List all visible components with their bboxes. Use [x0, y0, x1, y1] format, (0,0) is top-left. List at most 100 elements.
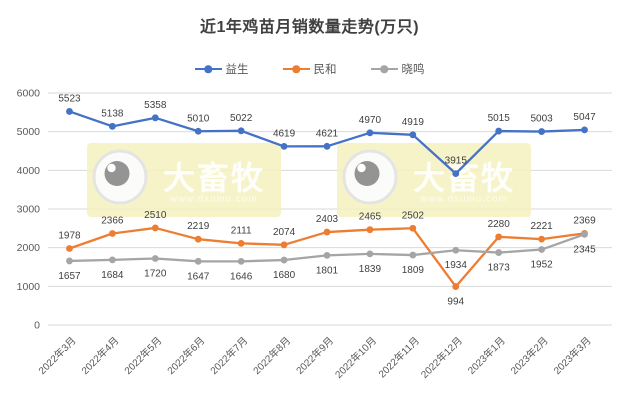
data-label: 2111: [231, 225, 252, 236]
data-point: [66, 108, 73, 115]
data-point: [409, 131, 417, 139]
data-point: [194, 257, 202, 265]
x-tick-label: 2022年6月: [164, 334, 207, 377]
data-point: [280, 256, 288, 264]
data-label: 5358: [144, 100, 167, 111]
y-tick-label: 2000: [17, 242, 41, 254]
data-point: [280, 241, 288, 249]
data-label: 2465: [359, 212, 382, 223]
data-point: [280, 142, 288, 150]
data-label: 1646: [230, 271, 253, 282]
eye-pupil-icon: [354, 161, 380, 186]
x-tick-label: 2022年9月: [293, 334, 336, 377]
data-point: [452, 170, 460, 178]
data-label: 1720: [144, 268, 167, 279]
y-tick-label: 6000: [17, 88, 41, 100]
data-label: 5047: [573, 112, 596, 123]
data-point: [151, 114, 159, 122]
data-label: 5015: [488, 113, 511, 124]
legend-label: 益生: [225, 64, 249, 76]
data-point: [194, 127, 202, 135]
watermark-brand-text: 大畜牧: [163, 160, 265, 196]
eye-highlight-icon: [107, 163, 116, 173]
data-label: 4919: [402, 117, 425, 128]
data-label: 1657: [58, 271, 81, 282]
data-label: 1839: [359, 264, 382, 275]
y-tick-label: 0: [34, 320, 40, 332]
data-label: 2345: [573, 244, 596, 255]
legend-item-0: 益生: [194, 61, 249, 77]
data-point: [237, 239, 245, 247]
data-point: [366, 129, 374, 137]
data-point: [66, 245, 73, 252]
data-label: 5010: [187, 113, 210, 124]
chart-title: 近1年鸡苗月销数量走势(万只): [199, 19, 420, 36]
watermark-url-text: www.dxumu.com: [169, 194, 257, 205]
data-point: [151, 224, 159, 232]
data-point: [581, 126, 588, 134]
data-label: 5022: [230, 113, 253, 124]
legend-line-marker-icon: [370, 65, 398, 73]
x-tick-label: 2023年2月: [508, 334, 551, 377]
y-tick-label: 5000: [17, 126, 41, 138]
data-point: [452, 246, 460, 254]
data-label: 1978: [58, 231, 81, 242]
data-label: 2369: [573, 215, 596, 226]
data-point: [495, 233, 503, 241]
data-label: 1934: [445, 260, 468, 271]
legend-line-marker-icon: [282, 65, 310, 73]
data-point: [108, 230, 116, 237]
data-point: [495, 249, 503, 256]
data-label: 2510: [144, 210, 167, 221]
y-tick-label: 3000: [17, 204, 41, 216]
data-label: 4619: [273, 128, 296, 139]
eye-highlight-icon: [357, 163, 366, 173]
data-point: [108, 256, 116, 264]
data-label: 1647: [187, 271, 210, 282]
data-point: [366, 226, 374, 234]
x-tick-label: 2022年7月: [207, 334, 250, 377]
legend-line-marker-icon: [194, 65, 222, 73]
legend-label: 晓鸣: [401, 64, 425, 76]
data-label: 2502: [402, 210, 425, 221]
data-point: [581, 230, 588, 238]
x-tick-label: 2022年3月: [36, 334, 79, 377]
legend: 益生 民和 晓鸣: [0, 61, 619, 77]
data-label: 2219: [187, 221, 210, 232]
data-label: 2366: [101, 216, 124, 227]
data-label: 1952: [530, 260, 553, 271]
x-tick-label: 2022年8月: [250, 334, 293, 377]
data-point: [409, 251, 417, 259]
data-point: [323, 142, 331, 150]
data-point: [108, 122, 116, 130]
data-label: 994: [447, 297, 464, 308]
legend-label: 民和: [313, 64, 337, 76]
data-point: [409, 224, 417, 232]
data-label: 1680: [273, 270, 296, 281]
x-tick-label: 2022年10月: [332, 334, 379, 381]
data-label: 4621: [316, 128, 339, 139]
data-point: [323, 228, 331, 236]
data-label: 1809: [402, 265, 425, 276]
x-tick-label: 2022年5月: [121, 334, 164, 377]
data-label: 1801: [316, 265, 339, 276]
y-tick-label: 4000: [17, 165, 41, 177]
data-point: [495, 127, 503, 135]
data-label: 5523: [58, 93, 81, 104]
data-label: 3915: [445, 156, 468, 167]
data-point: [538, 235, 546, 243]
data-label: 2403: [316, 214, 339, 225]
data-label: 2221: [530, 221, 553, 232]
x-tick-label: 2022年4月: [79, 334, 122, 377]
data-point: [538, 246, 546, 253]
data-label: 4970: [359, 115, 382, 126]
data-point: [237, 257, 245, 265]
x-tick-label: 2022年11月: [376, 334, 422, 380]
data-label: 2074: [273, 227, 296, 238]
data-label: 2280: [488, 219, 511, 230]
data-point: [538, 128, 546, 135]
watermark-url-text: www.dxumu.com: [419, 194, 507, 205]
